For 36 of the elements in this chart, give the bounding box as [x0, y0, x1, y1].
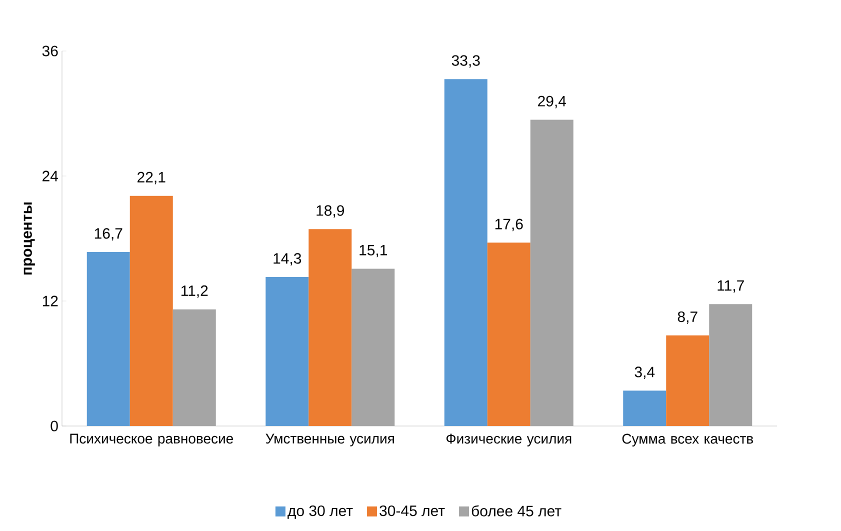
data-label: 18,9 — [316, 205, 344, 218]
bar — [86, 252, 130, 426]
bar — [623, 390, 666, 426]
data-label: 17,6 — [495, 218, 523, 232]
data-label: 16,7 — [94, 228, 122, 241]
x-tick-label: Физические усилия — [446, 434, 572, 446]
x-tick-label: Сумма всех качеств — [622, 434, 754, 446]
bar — [444, 79, 488, 426]
bar — [266, 277, 309, 426]
data-label: 15,1 — [360, 244, 387, 258]
data-label: 11,2 — [181, 285, 208, 298]
bar — [666, 335, 710, 426]
data-label: 3,4 — [634, 366, 655, 380]
y-tick-label: 0 — [50, 420, 58, 432]
x-tick-label: Психическое равновесие — [70, 434, 234, 446]
data-label: 8,7 — [678, 311, 698, 324]
y-tick-label: 24 — [42, 170, 58, 182]
data-label: 22,1 — [138, 172, 166, 184]
legend-label: до 30 лет — [288, 505, 353, 519]
x-tick-label: Умственные усилия — [266, 434, 394, 446]
bar — [487, 242, 530, 426]
bar — [352, 268, 395, 426]
bar — [308, 229, 352, 426]
data-label: 33,3 — [452, 55, 480, 68]
bar — [709, 304, 752, 426]
legend-label: 30-45 лет — [380, 505, 445, 516]
bar — [130, 196, 173, 426]
data-label: 14,3 — [274, 253, 302, 266]
data-label: 29,4 — [538, 96, 566, 108]
y-tick-label: 36 — [42, 46, 58, 56]
bar — [530, 120, 574, 426]
y-axis-title: проценты — [24, 202, 35, 275]
bar — [172, 309, 216, 426]
data-label: 11,7 — [718, 280, 744, 293]
legend-label: более 45 лет — [472, 505, 562, 516]
y-tick-label: 12 — [42, 296, 58, 306]
